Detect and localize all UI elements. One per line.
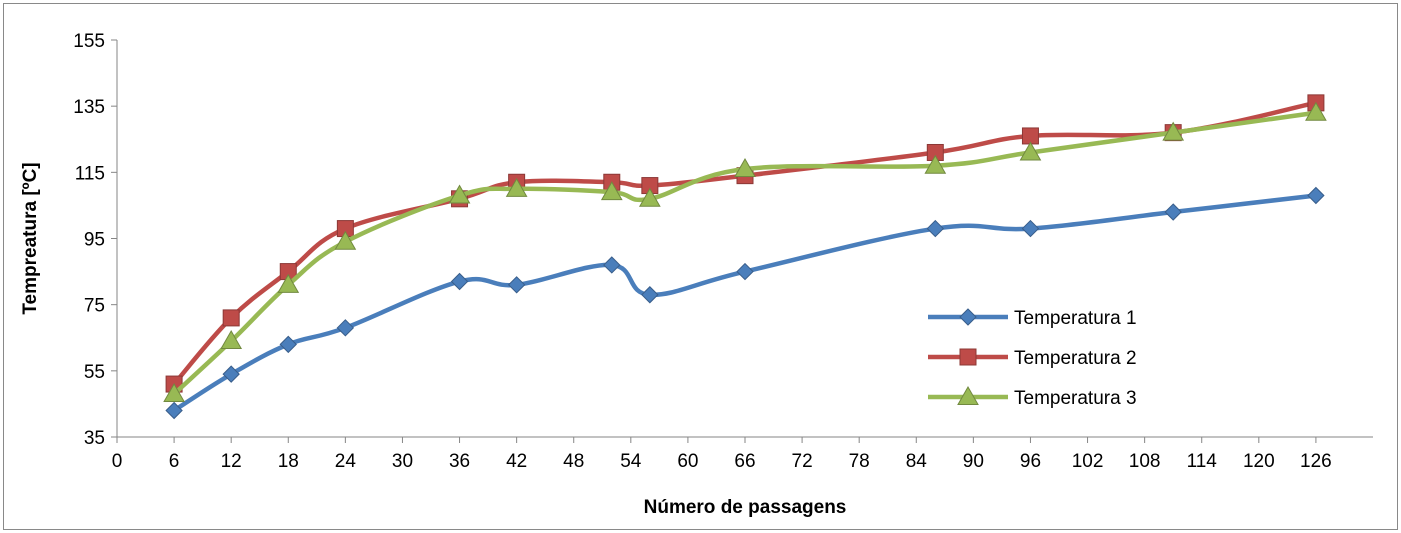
chart-frame [3, 3, 1398, 530]
legend-label: Temperatura 2 [1014, 348, 1137, 369]
axes: 35 55 75 95 115 135 155 0 6 12 18 24 30 36 42 48 54 60 66 7… [73, 31, 1373, 472]
x-tick-label: 42 [506, 451, 527, 472]
series-line [172, 193, 1317, 413]
data-point-marker [163, 382, 185, 402]
x-tick-label: 6 [169, 451, 180, 472]
legend-item: Temperatura 2 [928, 348, 1137, 369]
data-point-marker [1305, 101, 1327, 121]
data-point-marker [165, 401, 183, 420]
data-point-marker [1021, 219, 1040, 238]
legend-marker [957, 385, 979, 405]
y-tick-label: 75 [84, 296, 105, 317]
data-point-marker [222, 309, 240, 327]
legend-item: Temperatura 3 [928, 385, 1137, 409]
data-point-marker [734, 158, 756, 178]
data-point-marker [736, 262, 754, 281]
data-point-marker [505, 177, 528, 197]
x-tick-label: 66 [734, 451, 755, 472]
legend-label: Temperatura 1 [1014, 308, 1137, 329]
y-tick-label: 115 [75, 163, 105, 184]
x-tick-label: 54 [620, 451, 642, 472]
data-point-marker [1019, 141, 1042, 161]
x-tick-label: 126 [1300, 451, 1332, 472]
series-3 [163, 101, 1327, 402]
data-point-marker [638, 187, 661, 207]
x-tick-label: 108 [1129, 451, 1161, 472]
y-tick-label: 55 [84, 362, 105, 383]
x-tick-label: 12 [221, 451, 242, 472]
data-point-marker [603, 256, 621, 274]
data-point-marker [448, 184, 471, 204]
x-tick-label: 120 [1243, 451, 1275, 472]
data-point-marker [222, 365, 240, 383]
x-tick-label: 24 [335, 451, 357, 472]
data-point-marker [1164, 203, 1182, 221]
legend-marker [959, 308, 977, 326]
x-axis-title: Número de passagens [644, 497, 847, 518]
x-tick-label: 30 [392, 451, 413, 472]
data-point-marker [334, 230, 357, 250]
series-line [172, 110, 1317, 396]
y-axis-title: Tempreatura [ºC] [20, 162, 41, 314]
legend-item: Temperatura 1 [928, 308, 1137, 329]
legend-marker [959, 348, 977, 366]
x-tick-label: 96 [1020, 451, 1041, 472]
data-point-marker [277, 273, 300, 293]
x-tick-label: 18 [278, 451, 299, 472]
x-tick-label: 48 [563, 451, 584, 472]
y-tick-label: 35 [84, 428, 105, 449]
legend: Temperatura 1 Temperatura 2 Temperatura 3 [928, 308, 1137, 409]
x-tick-label: 72 [792, 451, 813, 472]
series-1 [165, 186, 1325, 420]
x-tick-label: 102 [1072, 451, 1104, 472]
y-tick-label: 135 [73, 97, 105, 118]
data-point-marker [924, 154, 947, 174]
data-point-marker [507, 276, 526, 294]
series-layer [163, 94, 1327, 420]
x-tick-label: 36 [449, 451, 470, 472]
legend-label: Temperatura 3 [1014, 388, 1137, 409]
data-point-marker [641, 286, 659, 304]
data-point-marker [1307, 186, 1325, 205]
x-tick-label: 60 [677, 451, 698, 472]
data-point-marker [450, 272, 469, 291]
x-tick-label: 90 [963, 451, 984, 472]
data-point-marker [926, 219, 945, 238]
data-point-marker [1162, 121, 1185, 141]
data-point-marker [336, 319, 355, 337]
data-point-marker [600, 181, 623, 201]
x-tick-label: 84 [906, 451, 928, 472]
x-tick-label: 0 [112, 451, 123, 472]
x-tick-label: 78 [849, 451, 870, 472]
x-tick-label: 114 [1187, 451, 1218, 472]
data-point-marker [220, 330, 243, 350]
y-tick-label: 95 [84, 230, 105, 251]
data-point-marker [279, 335, 297, 354]
y-tick-label: 155 [73, 31, 105, 52]
